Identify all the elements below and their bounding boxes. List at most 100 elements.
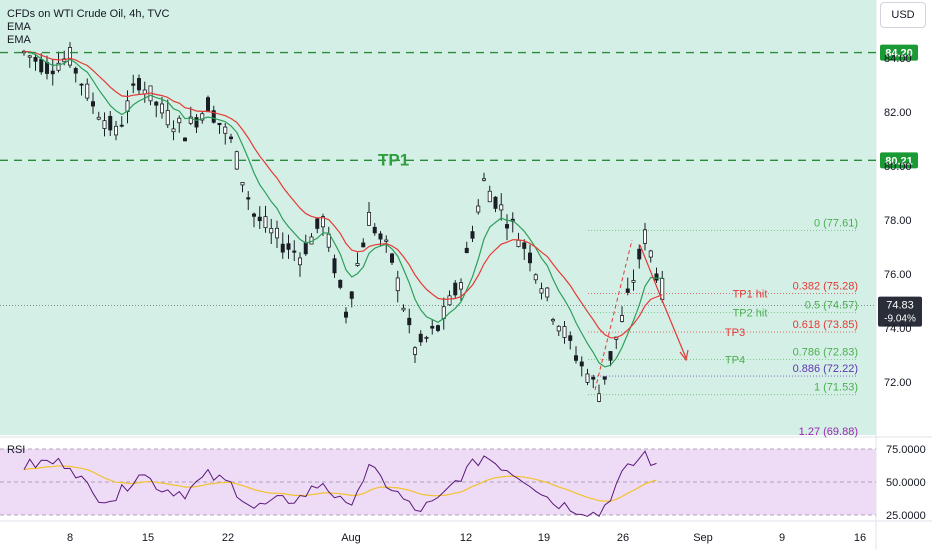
candle-body <box>320 216 325 228</box>
candle-body <box>136 78 141 91</box>
candle-body <box>435 325 440 331</box>
candle-body <box>602 376 607 380</box>
candle-body <box>85 83 90 99</box>
candle-body <box>631 280 636 283</box>
candle-body <box>568 335 573 341</box>
rsi-tick-label: 75.0000 <box>886 444 926 456</box>
projection-path <box>639 244 687 359</box>
candle-body <box>447 295 452 306</box>
candle-body <box>68 47 73 66</box>
candle-body <box>424 336 429 339</box>
candle-body <box>556 325 561 332</box>
candle-body <box>476 205 481 213</box>
candle-body <box>228 136 233 140</box>
candle-body <box>114 125 119 136</box>
projection-arrowhead <box>679 349 689 362</box>
candle-body <box>45 61 50 74</box>
candle-body <box>91 101 96 107</box>
candle-body <box>481 178 486 181</box>
candle-body <box>458 282 463 290</box>
candle-body <box>280 243 285 253</box>
candle-body <box>349 291 354 299</box>
candle-body <box>361 242 366 248</box>
candle-body <box>171 128 176 133</box>
price-tick-label: 78.00 <box>884 215 912 227</box>
rsi-line <box>23 450 657 518</box>
last-price-label: 74.83 <box>886 300 914 312</box>
candle-body <box>372 226 377 234</box>
candle-body <box>217 122 222 126</box>
ema-indicator-1[interactable]: EMA <box>7 21 31 33</box>
candle-body <box>574 355 579 361</box>
time-tick-label: 26 <box>617 532 629 544</box>
candle-body <box>522 242 527 249</box>
candle-body <box>269 228 274 234</box>
candle-body <box>205 97 210 113</box>
rsi-legend: RSI <box>7 444 25 457</box>
time-tick-label: 9 <box>779 532 785 544</box>
tp2-hit-label: TP2 hit <box>733 308 768 320</box>
candle-body <box>194 117 199 128</box>
candle-body <box>648 250 653 258</box>
time-tick-label: Aug <box>341 532 361 544</box>
price-tick-label: 80.00 <box>884 161 912 173</box>
candle-body <box>625 288 630 293</box>
time-tick-label: Sep <box>693 532 713 544</box>
candle-body <box>274 227 279 239</box>
candle-body <box>159 103 164 114</box>
fib-label: 0.618 (73.85) <box>793 319 858 331</box>
candle-body <box>355 262 360 266</box>
last-price-change: -9.04% <box>884 314 916 325</box>
candle-body <box>562 326 567 338</box>
candle-body <box>257 216 262 222</box>
price-tick-label: 76.00 <box>884 269 912 281</box>
currency-button[interactable]: USD <box>880 2 926 28</box>
time-tick-label: 19 <box>538 532 550 544</box>
candle-body <box>620 315 625 322</box>
candle-body <box>182 137 187 142</box>
candle-body <box>33 57 38 62</box>
fib-label: 0 (77.61) <box>814 218 858 230</box>
candle-body <box>102 120 107 129</box>
candle-body <box>131 83 136 86</box>
rsi-label[interactable]: RSI <box>7 444 26 456</box>
candle-body <box>597 393 602 402</box>
candle-body <box>608 351 613 361</box>
swing-leg-line <box>594 239 633 391</box>
candle-body <box>504 224 509 229</box>
rsi-ma-line <box>23 465 657 502</box>
symbol-title[interactable]: CFDs on WTI Crude Oil, 4h, TVC <box>7 8 170 20</box>
candle-body <box>378 233 383 240</box>
candle-body <box>533 274 538 281</box>
candle-body <box>297 257 302 266</box>
candle-body <box>654 273 659 281</box>
rsi-tick-label: 25.0000 <box>886 510 926 522</box>
tp4-label: TP4 <box>725 355 745 367</box>
candle-body <box>234 151 239 170</box>
price-badge-bg <box>880 44 918 61</box>
tp3-label: TP3 <box>725 327 745 339</box>
candle-body <box>27 55 32 58</box>
candle-body <box>643 229 648 244</box>
candle-body <box>401 307 406 311</box>
candle-body <box>412 347 417 355</box>
candle-body <box>108 115 113 131</box>
candle-body <box>430 325 435 329</box>
ema-indicator-2[interactable]: EMA <box>7 34 31 46</box>
candle-body <box>165 109 170 126</box>
time-tick-label: 22 <box>222 532 234 544</box>
candle-body <box>154 101 159 106</box>
candle-body <box>545 287 550 298</box>
fib-label: 0.886 (72.22) <box>793 363 858 375</box>
candle-body <box>637 248 642 260</box>
price-tick-label: 74.00 <box>884 323 912 335</box>
candle-body <box>119 124 124 127</box>
candle-body <box>343 311 348 318</box>
candle-body <box>303 242 308 255</box>
candle-body <box>395 277 400 292</box>
candle-body <box>73 68 78 74</box>
ema-slow-line <box>23 50 663 339</box>
candle-body <box>389 253 394 263</box>
